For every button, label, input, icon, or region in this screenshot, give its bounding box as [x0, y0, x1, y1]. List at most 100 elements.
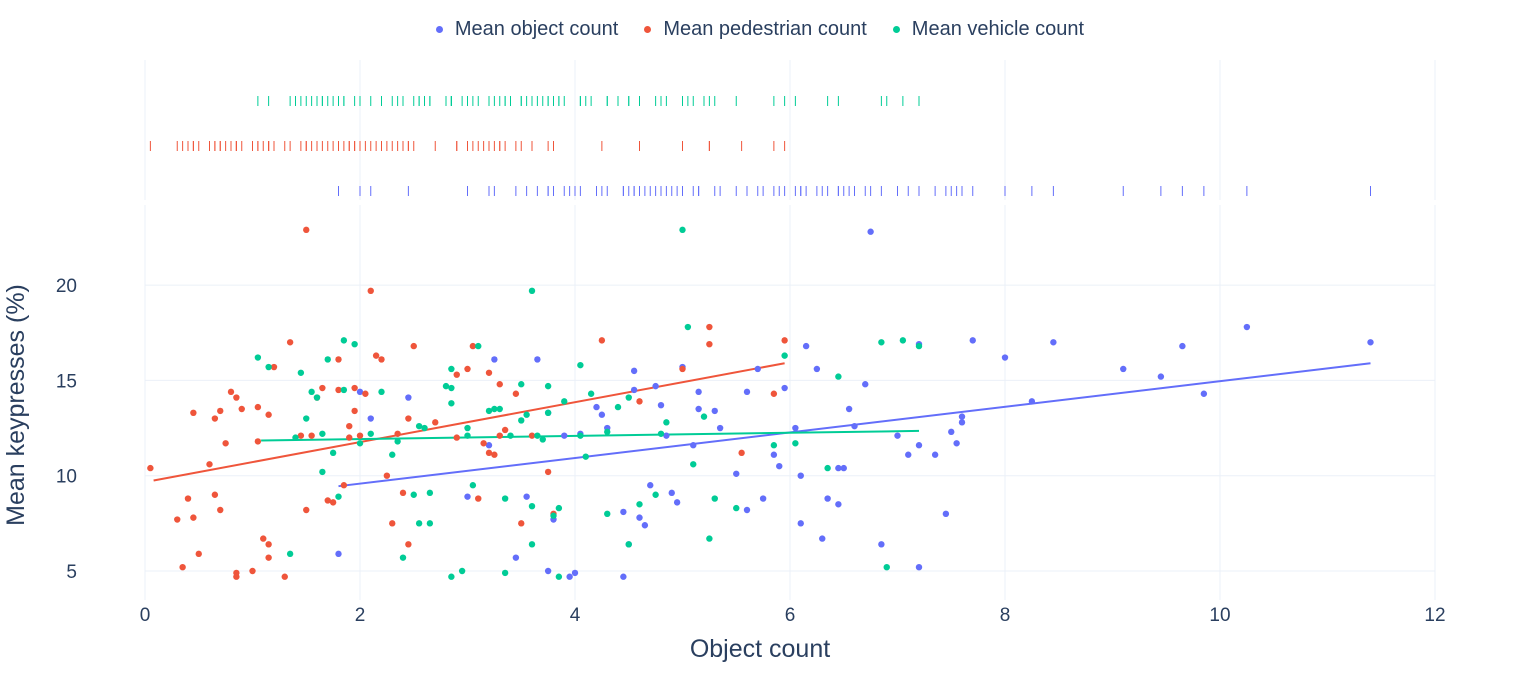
- data-point[interactable]: [303, 226, 310, 234]
- data-point[interactable]: [948, 428, 955, 436]
- data-point[interactable]: [469, 482, 477, 489]
- data-point[interactable]: [566, 573, 573, 580]
- data-point[interactable]: [340, 482, 348, 489]
- data-point[interactable]: [636, 398, 643, 405]
- data-point[interactable]: [544, 567, 552, 575]
- data-point[interactable]: [281, 573, 288, 580]
- data-point[interactable]: [491, 405, 498, 413]
- data-point[interactable]: [695, 405, 702, 413]
- data-point[interactable]: [534, 356, 541, 363]
- data-point[interactable]: [346, 422, 353, 430]
- data-point[interactable]: [894, 432, 901, 439]
- data-point[interactable]: [340, 337, 348, 344]
- data-point[interactable]: [432, 419, 439, 426]
- data-point[interactable]: [254, 403, 262, 411]
- data-point[interactable]: [233, 573, 240, 580]
- data-point[interactable]: [501, 495, 509, 502]
- data-point[interactable]: [915, 442, 923, 449]
- data-point[interactable]: [942, 510, 950, 518]
- data-point[interactable]: [953, 440, 960, 447]
- data-point[interactable]: [539, 436, 546, 443]
- data-point[interactable]: [179, 563, 186, 571]
- data-point[interactable]: [190, 409, 197, 417]
- data-point[interactable]: [442, 382, 450, 390]
- data-point[interactable]: [759, 495, 767, 502]
- data-point[interactable]: [840, 464, 847, 472]
- data-point[interactable]: [915, 342, 923, 350]
- data-point[interactable]: [378, 356, 385, 363]
- data-point[interactable]: [351, 407, 358, 415]
- data-point[interactable]: [254, 438, 262, 445]
- data-point[interactable]: [319, 468, 326, 476]
- data-point[interactable]: [448, 365, 455, 373]
- data-point[interactable]: [448, 573, 455, 580]
- data-point[interactable]: [792, 424, 799, 432]
- data-point[interactable]: [690, 461, 697, 468]
- data-point[interactable]: [835, 373, 842, 380]
- data-point[interactable]: [335, 386, 342, 394]
- data-point[interactable]: [641, 522, 649, 529]
- data-point[interactable]: [770, 442, 778, 449]
- data-point[interactable]: [577, 432, 584, 439]
- data-point[interactable]: [415, 422, 423, 430]
- data-point[interactable]: [399, 489, 407, 497]
- data-point[interactable]: [555, 573, 563, 580]
- data-point[interactable]: [286, 550, 294, 558]
- data-point[interactable]: [776, 462, 783, 470]
- data-point[interactable]: [410, 342, 417, 350]
- data-point[interactable]: [147, 464, 154, 472]
- data-point[interactable]: [394, 430, 401, 437]
- data-point[interactable]: [647, 482, 654, 489]
- data-point[interactable]: [265, 541, 272, 548]
- data-point[interactable]: [802, 342, 810, 350]
- data-point[interactable]: [507, 432, 514, 439]
- data-point[interactable]: [453, 371, 460, 378]
- data-point[interactable]: [190, 514, 197, 521]
- data-point[interactable]: [389, 520, 396, 527]
- data-point[interactable]: [679, 226, 686, 234]
- data-point[interactable]: [824, 464, 831, 472]
- data-point[interactable]: [464, 424, 471, 432]
- data-point[interactable]: [1200, 390, 1208, 397]
- data-point[interactable]: [625, 394, 632, 401]
- data-point[interactable]: [389, 451, 396, 458]
- data-point[interactable]: [620, 573, 627, 580]
- data-point[interactable]: [582, 453, 589, 460]
- data-point[interactable]: [867, 228, 874, 235]
- data-point[interactable]: [340, 386, 348, 394]
- data-point[interactable]: [496, 432, 503, 439]
- data-point[interactable]: [270, 363, 278, 371]
- data-point[interactable]: [222, 440, 229, 447]
- data-point[interactable]: [518, 381, 525, 388]
- data-point[interactable]: [362, 390, 369, 397]
- data-point[interactable]: [491, 356, 498, 363]
- data-point[interactable]: [630, 386, 638, 394]
- data-point[interactable]: [372, 352, 380, 359]
- data-point[interactable]: [475, 495, 482, 502]
- data-point[interactable]: [673, 499, 681, 506]
- data-point[interactable]: [528, 502, 536, 510]
- data-point[interactable]: [1001, 354, 1009, 361]
- data-point[interactable]: [781, 337, 788, 344]
- data-point[interactable]: [899, 337, 907, 344]
- data-point[interactable]: [706, 323, 713, 331]
- data-point[interactable]: [883, 563, 890, 571]
- data-point[interactable]: [636, 501, 643, 508]
- data-point[interactable]: [797, 472, 804, 479]
- data-point[interactable]: [781, 384, 788, 392]
- data-point[interactable]: [367, 430, 374, 437]
- data-point[interactable]: [593, 403, 600, 411]
- data-point[interactable]: [319, 384, 326, 392]
- data-point[interactable]: [405, 394, 412, 401]
- data-point[interactable]: [394, 438, 401, 445]
- data-point[interactable]: [367, 415, 374, 422]
- data-point[interactable]: [448, 400, 455, 407]
- data-point[interactable]: [684, 323, 692, 331]
- data-point[interactable]: [184, 495, 192, 502]
- data-point[interactable]: [528, 287, 536, 295]
- data-point[interactable]: [878, 339, 885, 346]
- data-point[interactable]: [598, 411, 606, 418]
- data-point[interactable]: [512, 554, 520, 561]
- data-point[interactable]: [405, 541, 412, 548]
- data-point[interactable]: [260, 535, 267, 542]
